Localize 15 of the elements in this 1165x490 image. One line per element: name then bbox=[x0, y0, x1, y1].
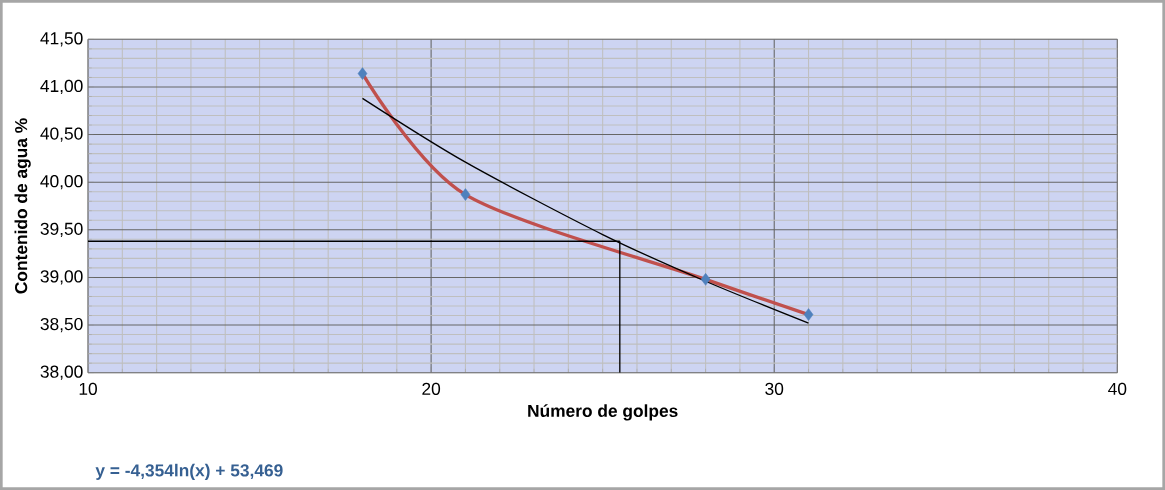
x-tick-label: 20 bbox=[422, 382, 441, 395]
y-tick-label: 38,50 bbox=[40, 317, 83, 333]
y-tick-label: 39,50 bbox=[40, 222, 83, 237]
x-tick-label: 40 bbox=[1108, 382, 1127, 395]
x-tick-label: 30 bbox=[765, 382, 784, 395]
y-tick-label: 41,00 bbox=[40, 79, 83, 95]
y-tick-label: 40,00 bbox=[40, 175, 83, 190]
text: y = -4,354ln(x) + 53,469 bbox=[95, 463, 283, 480]
y-tick-label: 38,00 bbox=[40, 365, 83, 380]
y-tick-label: 39,00 bbox=[40, 270, 83, 285]
x-tick-label: 10 bbox=[79, 382, 97, 395]
y-axis-title: Contenido de agua % bbox=[14, 118, 31, 294]
y-tick-label: 40,50 bbox=[40, 127, 83, 142]
x-axis-title: Número de golpes bbox=[528, 404, 678, 421]
y-tick-label: 41,50 bbox=[40, 32, 83, 47]
